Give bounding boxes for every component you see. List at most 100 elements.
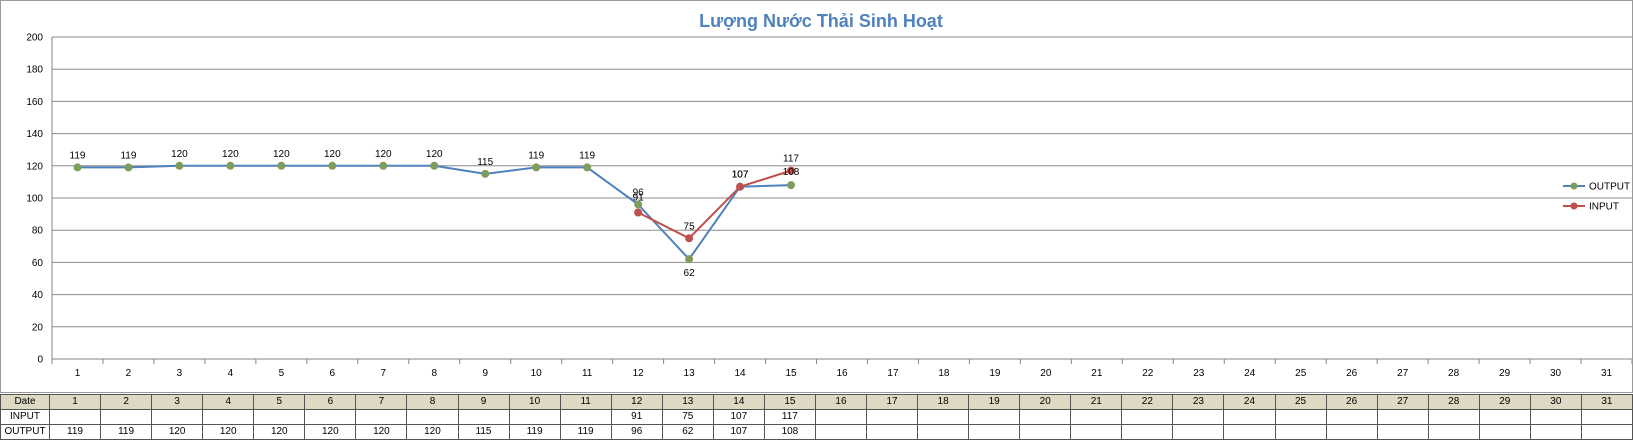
table-cell: 19 (968, 394, 1021, 410)
table-cell: 18 (917, 394, 970, 410)
table-cell (457, 409, 510, 425)
data-label-output: 119 (528, 150, 544, 161)
table-cell: 27 (1376, 394, 1429, 410)
x-tick-label: 10 (531, 368, 543, 379)
data-point-output (379, 161, 388, 170)
table-cell: 120 (304, 424, 357, 440)
table-cell (1019, 409, 1072, 425)
table-cell: 30 (1529, 394, 1582, 410)
table-cell (1223, 409, 1276, 425)
x-tick-label: 9 (482, 368, 488, 379)
table-cell: 20 (1019, 394, 1072, 410)
table-cell (1580, 409, 1633, 425)
table-cell: 119 (559, 424, 612, 440)
data-point-output (175, 161, 184, 170)
x-tick-label: 3 (177, 368, 183, 379)
x-tick-label: 22 (1142, 368, 1154, 379)
table-cell: 31 (1580, 394, 1633, 410)
table-cell: 4 (202, 394, 255, 410)
table-cell (917, 409, 970, 425)
x-tick-label: 14 (735, 368, 747, 379)
data-label-output: 108 (783, 167, 800, 178)
table-cell: 2 (100, 394, 153, 410)
line-chart: Lượng Nước Thải Sinh Hoạt 0 20 40 60 80 100 12… (26, 11, 1632, 379)
y-tick-label: 80 (32, 226, 44, 237)
data-label-output: 120 (375, 149, 392, 160)
data-label-output: 62 (684, 268, 696, 279)
data-label-output: 120 (171, 149, 188, 160)
x-tick-label: 18 (938, 368, 950, 379)
table-cell: 7 (355, 394, 408, 410)
legend-label-output: OUTPUT (1589, 182, 1630, 193)
table-cell: 75 (661, 409, 714, 425)
table-cell (48, 409, 102, 425)
table-cell: 119 (100, 424, 153, 440)
data-point-output (685, 255, 694, 264)
y-tick-label: 180 (26, 65, 43, 76)
table-cell: 23 (1172, 394, 1225, 410)
table-cell: 16 (814, 394, 868, 410)
table-cell (1478, 424, 1531, 440)
table-cell: 6 (304, 394, 357, 410)
data-point-output (481, 169, 490, 178)
data-point-input (634, 208, 643, 217)
table-cell (1172, 424, 1225, 440)
table-cell: 21 (1070, 394, 1123, 410)
data-point-output (328, 161, 337, 170)
x-tick-label: 4 (228, 368, 234, 379)
y-tick-label: 40 (32, 290, 44, 301)
table-cell (1019, 424, 1072, 440)
data-label-output: 120 (324, 149, 341, 160)
x-tick-label: 7 (381, 368, 387, 379)
y-tick-label: 20 (32, 322, 44, 333)
y-tick-label: 160 (26, 97, 43, 108)
table-row-output: OUTPUT 119 119 120 120 120 120 120 120 115 119 119 9… (0, 424, 1633, 440)
y-tick-label: 200 (26, 33, 43, 44)
legend-marker-input (1570, 202, 1578, 210)
series-line-output (77, 164, 792, 261)
x-tick-label: 30 (1550, 368, 1562, 379)
data-point-output (226, 161, 235, 170)
x-tick-label: 12 (633, 368, 645, 379)
x-tick-label: 19 (989, 368, 1001, 379)
table-cell: 120 (406, 424, 459, 440)
table-cell (406, 409, 459, 425)
x-tick-label: 24 (1244, 368, 1256, 379)
table-cell: 115 (457, 424, 510, 440)
data-label-output: 115 (477, 157, 493, 168)
table-cell (1478, 409, 1531, 425)
x-tick-label: 23 (1193, 368, 1205, 379)
table-header-row: Date 1 2 3 4 5 6 7 8 9 10 11 12 13 14 15 16 17 18 19 20 21 22 2… (0, 394, 1633, 410)
table-cell: 13 (661, 394, 714, 410)
y-tick-label: 0 (37, 355, 43, 366)
table-cell (355, 409, 408, 425)
table-cell: 1 (48, 394, 102, 410)
table-cell: 5 (253, 394, 306, 410)
data-point-output (430, 161, 439, 170)
table-cell (1427, 409, 1480, 425)
data-label-output: 119 (579, 150, 595, 161)
table-row-label: INPUT (0, 409, 50, 425)
table-cell: 24 (1223, 394, 1276, 410)
x-tick-label: 2 (126, 368, 132, 379)
data-label-output: 120 (273, 149, 290, 160)
table-cell: 62 (661, 424, 714, 440)
table-cell (1223, 424, 1276, 440)
table-cell (1070, 409, 1123, 425)
table-cell (1172, 409, 1225, 425)
table-cell: 17 (865, 394, 919, 410)
table-cell: 10 (508, 394, 561, 410)
data-point-output (277, 161, 286, 170)
table-cell: 15 (763, 394, 816, 410)
table-cell: 119 (508, 424, 561, 440)
chart-legend: OUTPUT INPUT (1563, 182, 1630, 213)
table-cell (1376, 424, 1429, 440)
y-tick-label: 60 (32, 258, 44, 269)
y-tick-label: 120 (26, 161, 43, 172)
y-tick-label: 100 (26, 194, 43, 205)
table-cell (1121, 424, 1174, 440)
table-cell (917, 424, 970, 440)
chart-title: Lượng Nước Thải Sinh Hoạt (699, 11, 943, 31)
table-cell (865, 409, 919, 425)
data-label-output: 119 (70, 150, 86, 161)
